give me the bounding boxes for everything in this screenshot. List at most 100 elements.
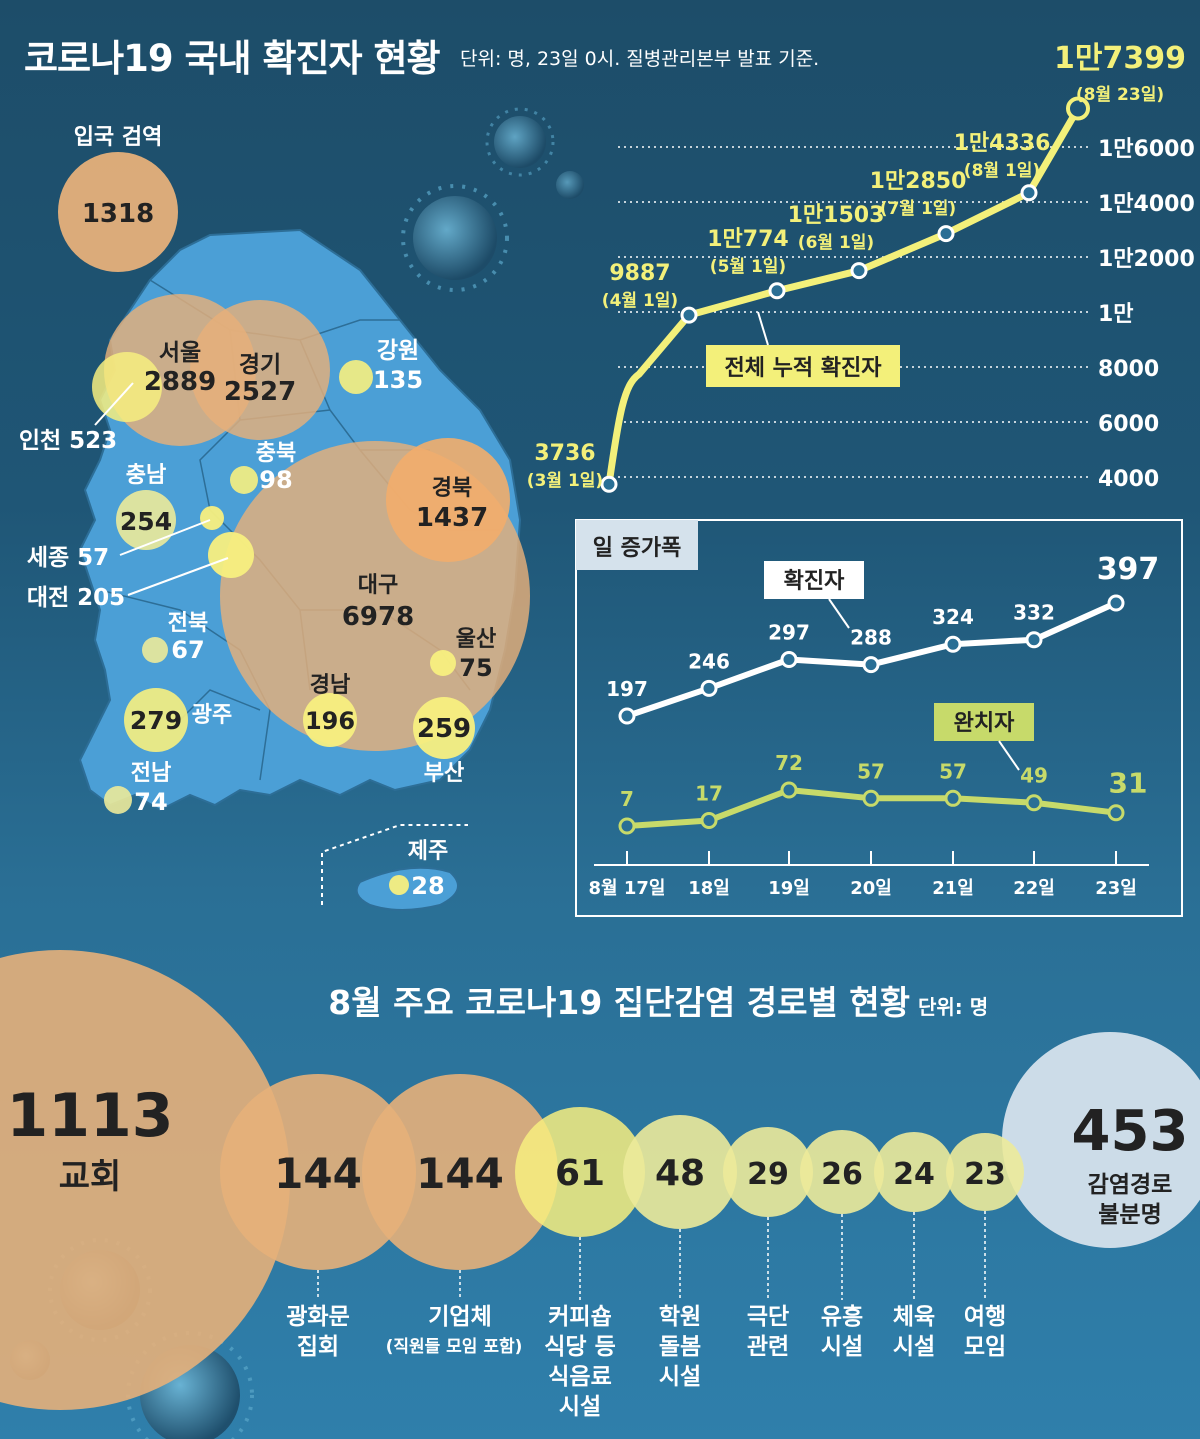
cum-y-tick-label: 1만2000 [1098,247,1195,272]
gwanghwamun-name-l2: 집회 [297,1334,339,1360]
cum-value-label: 1만2850 [870,169,967,194]
bubble-chungnam [116,490,176,550]
cum-date-label: (5월 1일) [710,257,786,277]
company-name-l1: 기업체 [428,1304,491,1330]
label-jeonnam-name: 전남 [131,761,171,786]
cum-y-tick-label: 1만4000 [1098,192,1195,217]
bubble-incheon [92,352,162,422]
label-chungnam-value: 254 [120,507,172,536]
bubble-jeju [389,875,409,895]
label-jeju-value: 28 [411,872,444,900]
travel-value: 23 [964,1157,1006,1192]
label-ulsan-name: 울산 [456,627,496,652]
recovered-point [1025,794,1043,812]
bubble-jeonbuk [142,637,168,663]
gym-value: 24 [893,1157,935,1192]
recovered-point [700,811,718,829]
bubble-ulsan [430,650,456,676]
recovered-tag-box [934,703,1034,741]
unknown-name-l2: 불분명 [1098,1202,1161,1228]
daily-chart-title-box [576,520,698,570]
label-gyeonggi-name: 경기 [239,352,281,378]
label-gyeonggi-value: 2527 [224,377,296,407]
daily-x-tick-label: 23일 [1095,878,1137,899]
bubble-gyeongnam [303,693,357,747]
recovered-value-label: 57 [939,759,967,783]
label-daegu-value: 6978 [342,602,414,632]
bubble-jeonnam [104,786,132,814]
confirmed-point [1025,631,1043,649]
leader-sejong [119,519,211,556]
cumulative-series-label: 전체 누적 확진자 [725,356,883,381]
label-jeonbuk-value: 67 [171,636,204,664]
label-jeonbuk-name: 전북 [168,611,208,636]
confirmed-point [700,679,718,697]
bubble-daejeon [208,532,254,578]
confirmed-tag-box [764,561,864,599]
cum-point [680,306,698,324]
label-gyeongbuk-value: 1437 [416,503,488,533]
cum-date-label: (6월 1일) [798,233,874,253]
confirmed-point [944,635,962,653]
leader-incheon [94,382,134,426]
label-quarantine-value: 1318 [82,199,154,229]
cum-date-label: (7월 1일) [880,199,956,219]
cluster-title: 8월 주요 코로나19 집단감염 경로별 현황 [328,983,910,1022]
confirmed-value-label: 288 [850,626,892,650]
cum-y-tick-label: 1만6000 [1098,137,1195,162]
company-value: 144 [416,1149,504,1198]
label-incheon: 인천 523 [19,428,117,454]
cafe-value: 61 [555,1153,605,1194]
church-value: 1113 [7,1081,174,1151]
daily-chart: 일 증가폭 8월 17일 18일 19일 20일 21일 22일 23일 197 246 297… [575,519,1183,917]
bubble-academy [623,1115,737,1229]
cum-point [1020,184,1038,202]
cafe-name-l3: 식음료 [548,1364,611,1390]
recovered-point [618,817,636,835]
confirmed-value-label: 332 [1013,601,1055,625]
page-title: 코로나19 국내 확진자 현황 [24,37,441,80]
cum-value-label: 1만4336 [954,131,1051,156]
recovered-value-label: 17 [695,781,723,805]
cum-date-label: (8월 23일) [1076,85,1164,105]
church-name: 교회 [59,1157,122,1197]
unit-note: 단위: 명, 23일 0시. 질병관리본부 발표 기준. [460,48,820,70]
cum-y-tick-label: 8000 [1098,357,1159,382]
bubble-bar [800,1130,884,1214]
virus-icon [556,171,584,199]
label-daegu-name: 대구 [358,573,398,598]
label-chungnam-name: 충남 [126,463,166,488]
travel-name-l2: 모임 [964,1334,1006,1360]
academy-name-l1: 학원 [659,1304,701,1330]
academy-value: 48 [655,1153,705,1194]
daily-x-tick-label: 19일 [768,878,810,899]
confirmed-value-label: 197 [606,677,648,701]
region-bubbles: 입국 검역 1318 서울 2889 경기 2527 인천 523 강원 135… [19,125,530,900]
leader-daejeon [127,557,229,596]
academy-name-l3: 시설 [659,1364,701,1390]
bubble-travel [946,1133,1024,1211]
label-daejeon: 대전 205 [27,585,125,611]
gym-name-l1: 체육 [893,1304,935,1330]
cafe-name-l4: 시설 [559,1394,601,1420]
gwanghwamun-value: 144 [274,1149,362,1198]
bubble-chungbuk [230,466,258,494]
confirmed-value-label: 397 [1097,552,1160,587]
bubble-gwangju [124,688,188,752]
cum-point [600,475,618,493]
confirmed-value-label: 297 [768,621,810,645]
bubble-unknown [1002,1032,1200,1248]
unknown-name-l1: 감염경로 [1088,1172,1173,1198]
daily-chart-frame [575,519,1183,917]
label-jeju-name: 제주 [408,839,448,864]
cumulative-series-label-box [706,345,900,387]
label-gyeongnam-name: 경남 [310,673,350,698]
label-seoul-value: 2889 [144,367,216,397]
cum-date-label: (4월 1일) [602,291,678,311]
jeju-inset-line [321,824,468,905]
recovered-value-label: 57 [857,759,885,783]
bubble-gym [874,1132,954,1212]
cluster-chart: 8월 주요 코로나19 집단감염 경로별 현황 단위: 명 1113 교회 14… [0,950,1200,1420]
virus-icon [401,184,509,292]
